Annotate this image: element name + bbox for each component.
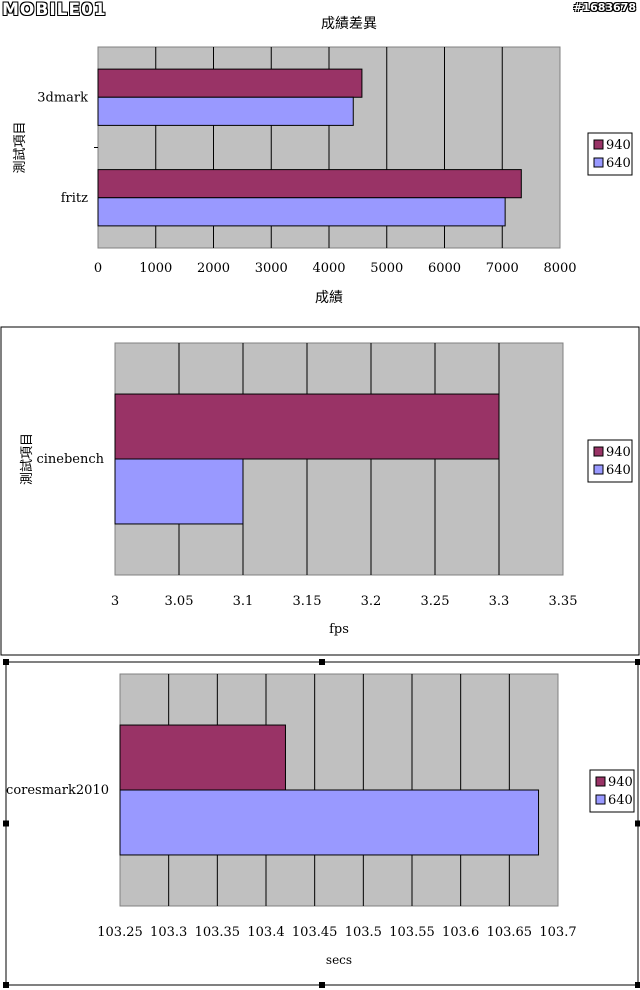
x-tick-label: 103.6	[442, 925, 479, 940]
legend-swatch	[593, 139, 604, 150]
selection-handle	[3, 659, 9, 665]
x-tick-label: 3	[111, 594, 119, 609]
legend-label: 940	[606, 445, 631, 460]
watermark-id: #1683678	[573, 1, 636, 14]
x-tick-label: 3.1	[233, 594, 254, 609]
x-axis-label: fps	[329, 622, 349, 637]
x-tick-label: 3.15	[293, 594, 322, 609]
y-axis-label: 測試項目	[12, 121, 28, 173]
x-tick-label: 103.7	[539, 925, 576, 940]
x-tick-label: 103.3	[150, 925, 187, 940]
category-label: 3dmark	[37, 90, 88, 105]
chart-frame	[0, 326, 640, 656]
legend-swatch	[593, 446, 604, 457]
x-tick-label: 3.2	[361, 594, 382, 609]
legend-label: 940	[608, 775, 633, 790]
bar-940	[114, 393, 500, 460]
category-label: fritz	[61, 191, 88, 206]
bar-940	[97, 68, 363, 98]
legend-swatch	[593, 464, 604, 475]
legend-swatch	[595, 776, 606, 787]
x-tick-label: 3.25	[421, 594, 450, 609]
x-tick-label: 103.65	[487, 925, 533, 940]
x-tick-label: 2000	[197, 261, 230, 276]
bar-640	[119, 789, 540, 856]
x-tick-label: 0	[94, 261, 102, 276]
legend-swatch	[593, 157, 604, 168]
x-tick-label: 4000	[312, 261, 345, 276]
legend-label: 940	[606, 138, 631, 153]
x-tick-label: 6000	[428, 261, 461, 276]
category-label: coresmark2010	[6, 783, 109, 798]
selection-handle	[3, 982, 9, 988]
x-tick-label: 8000	[543, 261, 576, 276]
selection-handle	[319, 659, 325, 665]
chart-1: 0 1000 2000 3000 4000 5000 6000 7000 8000 3dmark f…	[12, 16, 633, 306]
watermark-logo: MOBILE01	[2, 0, 107, 20]
legend-swatch	[595, 794, 606, 805]
category-label: cinebench	[36, 452, 104, 467]
x-axis-label: 成績	[315, 290, 343, 306]
legend-label: 640	[608, 793, 633, 808]
x-tick-label: 3.35	[549, 594, 578, 609]
x-tick-label: 3.3	[489, 594, 510, 609]
legend-label: 640	[606, 463, 631, 478]
x-tick-label: 3.05	[165, 594, 194, 609]
x-tick-label: 7000	[486, 261, 519, 276]
selection-handle	[635, 982, 640, 988]
selection-handle	[3, 820, 9, 827]
bar-640	[97, 96, 354, 126]
bar-940	[119, 724, 286, 791]
x-tick-label: 103.4	[247, 925, 284, 940]
x-tick-label: 103.25	[97, 925, 143, 940]
x-axis-label: secs	[326, 953, 352, 967]
x-tick-label: 103.55	[389, 925, 435, 940]
x-tick-label: 103.5	[345, 925, 382, 940]
legend-label: 640	[606, 156, 631, 171]
y-axis-label: 測試項目	[19, 433, 35, 485]
x-tick-label: 5000	[370, 261, 403, 276]
chart-2: 3 3.05 3.1 3.15 3.2 3.25 3.3 3.35 cinebench 940 64…	[0, 326, 640, 656]
selection-handle	[635, 820, 640, 827]
x-tick-label: 103.35	[195, 925, 241, 940]
x-tick-label: 103.45	[292, 925, 338, 940]
selection-handle	[635, 659, 640, 665]
bar-640	[97, 197, 506, 227]
x-tick-label: 1000	[139, 261, 172, 276]
bar-640	[114, 458, 244, 525]
x-tick-label: 3000	[255, 261, 288, 276]
chart-title: 成績差異	[321, 16, 377, 32]
selection-handle	[319, 982, 325, 988]
bar-940	[97, 169, 522, 199]
